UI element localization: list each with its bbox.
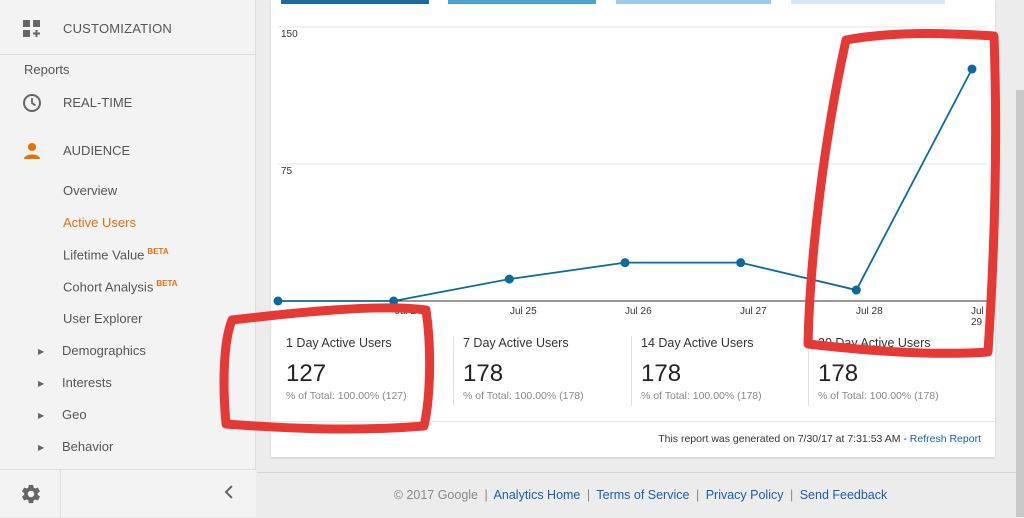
analytics-home-link[interactable]: Analytics Home [493,488,581,502]
expand-arrow-icon[interactable]: ▶ [38,411,45,420]
report-footer: This report was generated on 7/30/17 at … [271,421,995,457]
generated-text: This report was generated on 7/30/17 at … [658,433,910,445]
feedback-link[interactable]: Send Feedback [799,488,888,502]
metric-7-day[interactable]: 7 Day Active Users 178 % of Total: 100.0… [463,334,623,414]
person-icon [24,143,40,159]
nav-cohort-analysis[interactable]: Cohort Analysis BETA [63,279,178,295]
data-point[interactable] [967,64,977,74]
clock-icon [23,94,41,112]
metric-name: 14 Day Active Users [641,336,754,350]
copyright-text: © 2017 Google [393,488,479,502]
metric-name: 1 Day Active Users [286,336,392,350]
metric-percent: % of Total: 100.00% (178) [463,390,584,402]
nav-lifetime-value[interactable]: Lifetime Value BETA [63,247,169,263]
beta-badge: BETA [156,279,178,288]
refresh-report-link[interactable]: Refresh Report [909,433,981,445]
data-point[interactable] [620,258,630,268]
legend-swatch [616,0,771,4]
footer-separator: | [789,488,794,502]
nav-active-users[interactable]: Active Users [63,215,136,230]
nav-geo[interactable]: Geo [62,407,87,422]
active-users-chart [273,26,987,306]
metric-30-day[interactable]: 30 Day Active Users 178 % of Total: 100.… [818,334,978,414]
reports-header: Reports [24,62,70,77]
report-generated: This report was generated on 7/30/17 at … [658,433,981,445]
page-footer: © 2017 Google | Analytics Home | Terms o… [257,472,1024,517]
gear-icon[interactable] [20,483,42,505]
report-card: 150 75 Jul 24 Jul 25 Jul 26 Jul 27 Jul 2… [271,0,995,457]
metric-divider [808,336,809,406]
data-point[interactable] [736,258,746,268]
nav-interests[interactable]: Interests [62,375,112,390]
sidebar-footer-divider [60,470,61,518]
audience-section[interactable]: AUDIENCE [0,133,256,169]
footer-separator: | [695,488,700,502]
realtime-section[interactable]: REAL-TIME [0,85,256,121]
metric-value: 178 [818,360,859,387]
metric-value: 127 [286,360,327,387]
x-tick-label: Jul 29 [971,306,984,328]
customization-label: CUSTOMIZATION [63,21,173,36]
realtime-label: REAL-TIME [63,95,133,110]
expand-arrow-icon[interactable]: ▶ [38,379,45,388]
privacy-link[interactable]: Privacy Policy [705,488,784,502]
x-tick-label: Jul 27 [740,306,767,317]
metric-divider [631,336,632,406]
expand-arrow-icon[interactable]: ▶ [38,347,45,356]
y-tick-label: 75 [281,166,293,177]
legend-swatch [281,0,429,4]
data-point[interactable] [273,296,283,306]
x-tick-label: Jul 26 [625,306,652,317]
main-content: 150 75 Jul 24 Jul 25 Jul 26 Jul 27 Jul 2… [257,0,1024,517]
data-point[interactable] [389,296,399,306]
metric-divider [453,336,454,406]
sidebar: CUSTOMIZATION Reports REAL-TIME AUDIENCE… [0,0,256,518]
metric-1-day[interactable]: 1 Day Active Users 127 % of Total: 100.0… [286,334,446,414]
customization-icon [23,20,40,37]
metric-14-day[interactable]: 14 Day Active Users 178 % of Total: 100.… [641,334,801,414]
chevron-left-icon[interactable] [220,482,238,502]
data-point[interactable] [504,274,514,284]
metric-name: 30 Day Active Users [818,336,931,350]
beta-badge: BETA [147,247,169,256]
nav-user-explorer[interactable]: User Explorer [63,311,143,326]
expand-arrow-icon[interactable]: ▶ [38,443,45,452]
data-point[interactable] [851,285,861,295]
x-tick-label: Jul 24 [395,306,422,317]
audience-label: AUDIENCE [63,143,131,158]
metric-value: 178 [463,360,504,387]
x-tick-label: Jul 25 [510,306,537,317]
metric-percent: % of Total: 100.00% (127) [286,390,407,402]
footer-separator: | [586,488,591,502]
customization-section[interactable]: CUSTOMIZATION [0,0,256,55]
metric-name: 7 Day Active Users [463,336,569,350]
legend-swatch [448,0,596,4]
terms-link[interactable]: Terms of Service [596,488,690,502]
metric-percent: % of Total: 100.00% (178) [818,390,939,402]
nav-behavior[interactable]: Behavior [62,439,114,454]
nav-overview[interactable]: Overview [63,183,118,198]
y-tick-label: 150 [281,29,298,40]
metric-percent: % of Total: 100.00% (178) [641,390,762,402]
footer-separator: | [484,488,488,502]
x-tick-label: Jul 28 [856,306,883,317]
sidebar-footer [0,469,256,518]
scrollbar[interactable] [1016,90,1024,517]
nav-demographics[interactable]: Demographics [62,343,146,358]
metric-value: 178 [641,360,682,387]
legend-swatch [791,0,945,4]
